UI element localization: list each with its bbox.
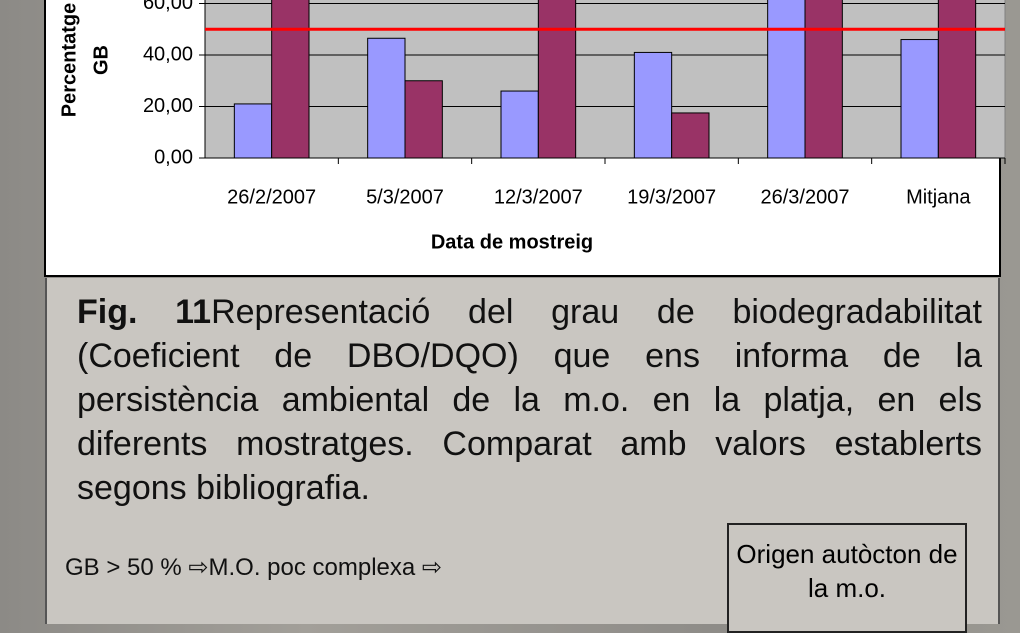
bar <box>767 0 806 159</box>
caption-panel: Fig. 11Representació del grau de biodegr… <box>45 278 1000 633</box>
caption-label: Fig. 11 <box>77 293 212 331</box>
bar <box>671 112 710 159</box>
caption-text: Representació del grau de biodegradabili… <box>77 293 982 507</box>
bar <box>367 37 406 159</box>
x-axis-label: Data de mostreig <box>431 231 593 253</box>
bar <box>900 39 939 159</box>
y-tick-label: 20,00 <box>143 95 193 117</box>
note-box: Origen autòcton de la m.o. <box>727 523 967 633</box>
bar <box>500 90 539 159</box>
x-tick-label: 26/3/2007 <box>761 186 850 208</box>
bar <box>804 0 843 159</box>
bar <box>233 103 273 159</box>
x-tick-label: 12/3/2007 <box>494 186 583 208</box>
plot-area <box>204 0 1006 159</box>
x-tick-label: Mitjana <box>906 186 971 208</box>
x-tick-label: 5/3/2007 <box>366 186 444 208</box>
plot <box>199 0 1006 164</box>
y-tick-label: 40,00 <box>143 43 193 65</box>
chart: Data de mostreig 0,00 20,00 40,00 60,00 26/2… <box>44 0 1006 277</box>
y-tick-label: 0,00 <box>154 146 193 168</box>
y-axis-label: Percentatge <box>58 3 80 118</box>
caption: Fig. 11Representació del grau de biodegr… <box>77 290 982 510</box>
bar <box>537 0 577 159</box>
x-tick-label: 26/2/2007 <box>227 186 316 208</box>
y-tick-label: 60,00 <box>143 0 193 14</box>
bar <box>937 0 977 159</box>
bar <box>633 51 673 159</box>
y-axis-label: GB <box>90 45 112 75</box>
note: GB > 50 % ⇨M.O. poc complexa ⇨ <box>65 554 443 581</box>
x-tick-label: 19/3/2007 <box>627 186 716 208</box>
bar <box>404 80 443 159</box>
bar <box>271 0 310 159</box>
